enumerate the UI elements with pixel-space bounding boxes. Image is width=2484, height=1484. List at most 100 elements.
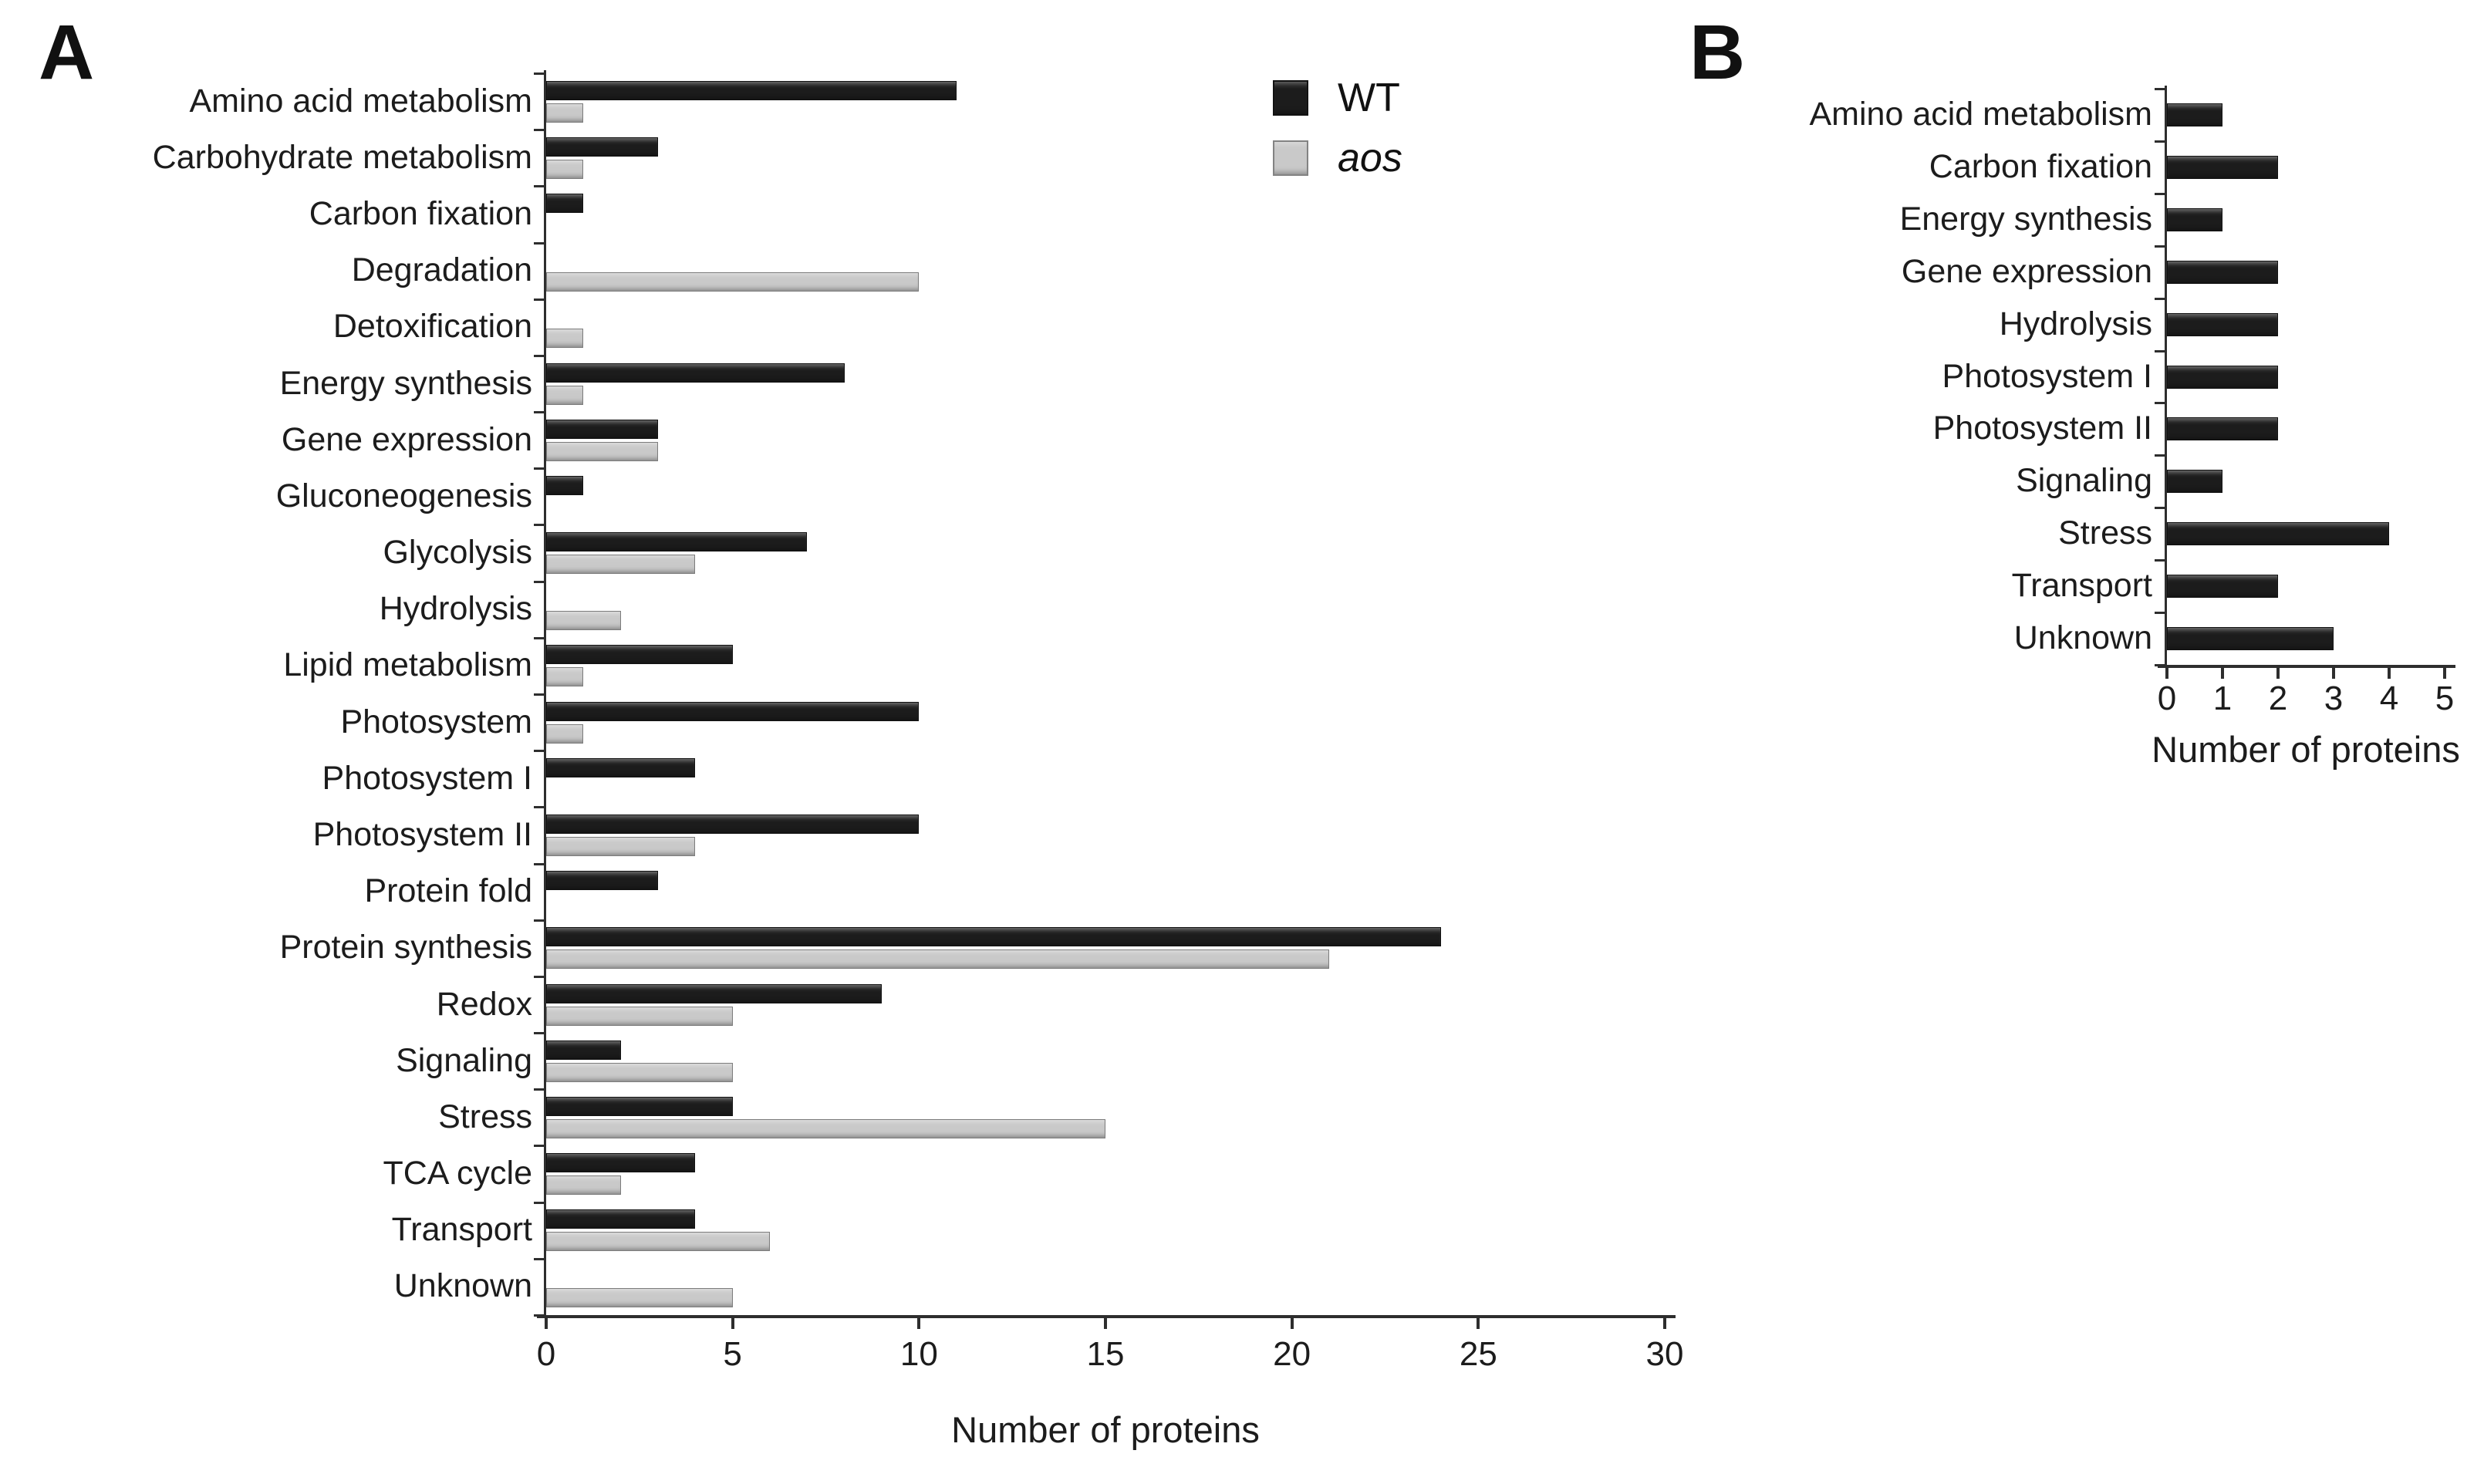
bar-aos-photosystem bbox=[546, 723, 584, 744]
bar-wt-amino-acid-metabolism bbox=[546, 80, 957, 100]
bar-aos-gene-expression bbox=[546, 441, 658, 461]
x-axis-tick bbox=[731, 1318, 734, 1329]
category-label-carbohydrate-metabolism: Carbohydrate metabolism bbox=[152, 138, 532, 176]
y-axis-tick bbox=[534, 975, 544, 978]
bar-aos-transport bbox=[546, 1232, 770, 1252]
y-axis-tick bbox=[534, 241, 544, 245]
category-label-amino-acid-metabolism: Amino acid metabolism bbox=[1809, 95, 2152, 133]
category-label-detoxification: Detoxification bbox=[332, 308, 532, 346]
bar-wt-energy-synthesis bbox=[2167, 207, 2222, 231]
bar-wt-carbon-fixation bbox=[2167, 155, 2278, 179]
y-axis-tick bbox=[534, 1145, 544, 1148]
category-label-photosystem: Photosystem bbox=[340, 703, 532, 740]
bar-wt-photosystem-ii bbox=[546, 814, 920, 834]
bar-wt-unknown bbox=[2167, 627, 2334, 651]
category-label-photosystem-i: Photosystem I bbox=[1942, 357, 2152, 395]
bar-wt-photosystem-i bbox=[2167, 365, 2278, 389]
category-label-stress: Stress bbox=[438, 1098, 532, 1135]
x-axis-tick-label: 15 bbox=[1086, 1335, 1125, 1373]
bar-aos-degradation bbox=[546, 272, 920, 292]
x-axis-tick-label: 0 bbox=[2157, 680, 2177, 717]
y-axis-tick bbox=[2155, 88, 2165, 90]
y-axis-tick bbox=[2155, 454, 2165, 457]
y-axis-tick bbox=[534, 1088, 544, 1091]
x-axis-tick-label: 0 bbox=[536, 1335, 556, 1373]
bar-aos-detoxification bbox=[546, 329, 584, 349]
bar-wt-protein-fold bbox=[546, 871, 658, 891]
panel-a-x-axis-title: Number of proteins bbox=[951, 1409, 1260, 1450]
y-axis-tick bbox=[534, 298, 544, 301]
bar-wt-hydrolysis bbox=[2167, 312, 2278, 336]
legend-swatch-wt-icon bbox=[1273, 80, 1308, 116]
category-label-stress: Stress bbox=[2058, 514, 2152, 552]
x-axis-tick-label: 1 bbox=[2212, 680, 2233, 717]
bar-aos-redox bbox=[546, 1006, 733, 1026]
x-axis-tick bbox=[1663, 1318, 1666, 1329]
bar-aos-tca-cycle bbox=[546, 1175, 621, 1196]
x-axis-tick-label: 30 bbox=[1645, 1335, 1684, 1373]
panel-a-label: A bbox=[39, 9, 95, 96]
y-axis-tick bbox=[534, 354, 544, 357]
y-axis-tick bbox=[534, 129, 544, 132]
bar-wt-gluconeogenesis bbox=[546, 475, 584, 495]
category-label-energy-synthesis: Energy synthesis bbox=[279, 364, 532, 402]
legend-label-aos: aos bbox=[1338, 136, 1402, 180]
category-label-protein-synthesis: Protein synthesis bbox=[279, 929, 532, 966]
bar-aos-stress bbox=[546, 1118, 1105, 1138]
y-axis-tick bbox=[534, 750, 544, 753]
y-axis-tick bbox=[2155, 402, 2165, 405]
category-label-lipid-metabolism: Lipid metabolism bbox=[283, 646, 532, 684]
x-axis-line-a bbox=[537, 1315, 1676, 1318]
x-axis-tick bbox=[1477, 1318, 1480, 1329]
y-axis-tick bbox=[534, 411, 544, 414]
y-axis-tick bbox=[534, 524, 544, 527]
x-axis-tick bbox=[2221, 668, 2224, 679]
bar-aos-glycolysis bbox=[546, 555, 696, 575]
y-axis-line-a bbox=[544, 70, 546, 1318]
category-label-gene-expression: Gene expression bbox=[281, 420, 532, 458]
y-axis-tick bbox=[2155, 297, 2165, 300]
bar-wt-gene-expression bbox=[2167, 260, 2278, 284]
x-axis-tick-label: 5 bbox=[2435, 680, 2455, 717]
category-label-photosystem-i: Photosystem I bbox=[322, 759, 532, 797]
x-axis-tick-label: 3 bbox=[2324, 680, 2344, 717]
category-label-unknown: Unknown bbox=[2013, 619, 2152, 657]
x-axis-tick-label: 20 bbox=[1273, 1335, 1311, 1373]
category-label-degradation: Degradation bbox=[351, 251, 532, 289]
x-axis-tick-label: 25 bbox=[1459, 1335, 1497, 1373]
bar-aos-amino-acid-metabolism bbox=[546, 103, 584, 123]
panel-b-label: B bbox=[1689, 9, 1746, 96]
bar-wt-stress bbox=[2167, 522, 2389, 546]
bar-wt-photosystem-ii bbox=[2167, 417, 2278, 441]
y-axis-tick bbox=[2155, 559, 2165, 562]
y-axis-tick bbox=[2155, 349, 2165, 352]
x-axis-tick bbox=[545, 1318, 548, 1329]
bar-wt-photosystem-i bbox=[546, 757, 696, 777]
x-axis-tick bbox=[2332, 668, 2335, 679]
bar-aos-energy-synthesis bbox=[546, 385, 584, 405]
category-label-gene-expression: Gene expression bbox=[1901, 252, 2152, 290]
bar-aos-hydrolysis bbox=[546, 611, 621, 631]
y-axis-tick bbox=[2155, 612, 2165, 615]
y-axis-tick bbox=[534, 73, 544, 75]
bar-wt-energy-synthesis bbox=[546, 363, 845, 383]
x-axis-tick bbox=[2388, 668, 2391, 679]
category-label-photosystem-ii: Photosystem II bbox=[1932, 410, 2152, 447]
category-label-hydrolysis: Hydrolysis bbox=[1999, 305, 2152, 342]
category-label-redox: Redox bbox=[436, 985, 532, 1023]
x-axis-tick bbox=[917, 1318, 921, 1329]
category-label-gluconeogenesis: Gluconeogenesis bbox=[275, 477, 532, 514]
x-axis-tick-label: 4 bbox=[2379, 680, 2399, 717]
category-label-carbon-fixation: Carbon fixation bbox=[309, 194, 532, 232]
category-label-signaling: Signaling bbox=[2016, 462, 2152, 500]
y-axis-tick bbox=[534, 580, 544, 583]
bar-wt-gene-expression bbox=[546, 419, 658, 439]
y-axis-tick bbox=[534, 467, 544, 470]
bar-wt-lipid-metabolism bbox=[546, 645, 733, 665]
bar-wt-protein-synthesis bbox=[546, 927, 1441, 947]
category-label-transport: Transport bbox=[2011, 567, 2152, 605]
bar-aos-photosystem-ii bbox=[546, 836, 696, 856]
y-axis-tick bbox=[534, 1257, 544, 1260]
x-axis-tick bbox=[2443, 668, 2446, 679]
legend-entry-aos: aos bbox=[1273, 136, 1402, 180]
